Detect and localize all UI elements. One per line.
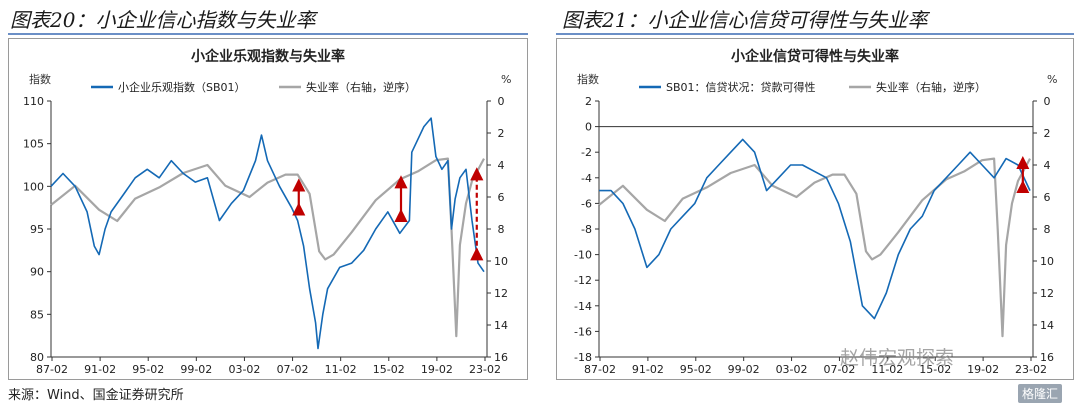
x-tick-label: 87-02	[584, 363, 616, 376]
x-tick-label: 95-02	[132, 363, 164, 376]
x-tick-label: 19-02	[967, 363, 999, 376]
x-tick-label: 11-02	[871, 363, 903, 376]
y2-tick-label: 16	[494, 351, 508, 364]
y-tick-label: -10	[574, 249, 592, 262]
y2-tick-label: 4	[1044, 159, 1051, 172]
x-tick-label: 15-02	[919, 363, 951, 376]
x-tick-label: 15-02	[373, 363, 405, 376]
legend-label-1: 失业率（右轴，逆序）	[306, 80, 416, 94]
y2-tick-label: 8	[498, 223, 505, 236]
y-tick-label: 0	[585, 121, 592, 134]
watermark-text: 赵伟宏观探索	[840, 347, 955, 369]
y-tick-label: -16	[574, 325, 592, 338]
x-tick-label: 87-02	[36, 363, 68, 376]
y2-tick-label: 2	[498, 127, 505, 140]
watermark-logo-text: 格隆汇	[1018, 384, 1063, 403]
y2-tick-label: 0	[1044, 95, 1051, 108]
x-tick-label: 07-02	[277, 363, 309, 376]
y2-tick-label: 6	[498, 191, 505, 204]
y2-tick-label: 14	[494, 319, 508, 332]
y-tick-label: -12	[574, 274, 592, 287]
y-tick-label: 80	[30, 351, 44, 364]
x-tick-label: 23-02	[1015, 363, 1047, 376]
x-tick-label: 99-02	[728, 363, 760, 376]
x-tick-label: 03-02	[228, 363, 260, 376]
y2-tick-label: 14	[1040, 319, 1054, 332]
x-tick-label: 03-02	[776, 363, 808, 376]
x-tick-label: 95-02	[680, 363, 712, 376]
y2-axis-label: %	[501, 73, 511, 86]
chart-panel-2: 小企业信贷可得性与失业率指数% SB01：信贷状况：贷款可得性 失业率（右轴，逆序）…	[556, 38, 1074, 380]
figure-21-title: 图表21：小企业信心信贷可得性与失业率	[562, 8, 928, 32]
y2-tick-label: 10	[494, 255, 508, 268]
figure-21-divider	[556, 33, 1074, 35]
y2-axis-label: %	[1047, 73, 1057, 86]
x-tick-label: 91-02	[632, 363, 664, 376]
x-tick-label: 23-02	[469, 363, 501, 376]
y-tick-label: -18	[574, 351, 592, 364]
x-tick-label: 91-02	[84, 363, 116, 376]
y-axis-label: 指数	[577, 72, 599, 86]
y2-tick-label: 2	[1044, 127, 1051, 140]
x-tick-label: 11-02	[325, 363, 357, 376]
chart-panel-1: 小企业乐观指数与失业率 指数% 小企业乐观指数（SB01） 失业率（右轴，逆序） 80 8…	[8, 38, 528, 380]
y2-tick-label: 8	[1044, 223, 1051, 236]
legend-label-0: SB01：信贷状况：贷款可得性	[666, 80, 816, 94]
y2-tick-label: 10	[1040, 255, 1054, 268]
series-line-0	[50, 117, 485, 350]
y-tick-label: 90	[30, 266, 44, 279]
y2-tick-label: 4	[498, 159, 505, 172]
y-axis-label: 指数	[29, 72, 51, 86]
y-tick-label: 105	[23, 138, 44, 151]
x-tick-label: 99-02	[180, 363, 212, 376]
y-tick-label: 85	[30, 308, 44, 321]
figure-20-divider	[8, 33, 528, 35]
x-tick-label: 07-02	[823, 363, 855, 376]
legend-label-1: 失业率（右轴，逆序）	[876, 80, 986, 94]
source-note: 来源：Wind、国金证券研究所	[8, 388, 184, 403]
chart-title: 小企业乐观指数与失业率	[191, 48, 345, 65]
y-tick-label: -14	[574, 300, 592, 313]
figure-20-title: 图表20：小企业信心指数与失业率	[10, 8, 316, 32]
legend-label-0: 小企业乐观指数（SB01）	[118, 80, 246, 94]
series-line-1	[50, 157, 485, 338]
y-tick-label: 95	[30, 223, 44, 236]
y-tick-label: 100	[23, 180, 44, 193]
y2-tick-label: 12	[494, 287, 508, 300]
y2-tick-label: 0	[498, 95, 505, 108]
y-tick-label: -6	[581, 197, 592, 210]
y-tick-label: -4	[581, 172, 592, 185]
y2-tick-label: 6	[1044, 191, 1051, 204]
x-tick-label: 19-02	[421, 363, 453, 376]
series-line-0	[599, 138, 1031, 320]
y-tick-label: 110	[23, 95, 44, 108]
chart-title: 小企业信贷可得性与失业率	[731, 48, 899, 65]
y2-tick-label: 16	[1040, 351, 1054, 364]
y2-tick-label: 12	[1040, 287, 1054, 300]
y-tick-label: -2	[581, 146, 592, 159]
y-tick-label: -8	[581, 223, 592, 236]
series-line-1	[598, 157, 1031, 338]
y-tick-label: 2	[585, 95, 592, 108]
